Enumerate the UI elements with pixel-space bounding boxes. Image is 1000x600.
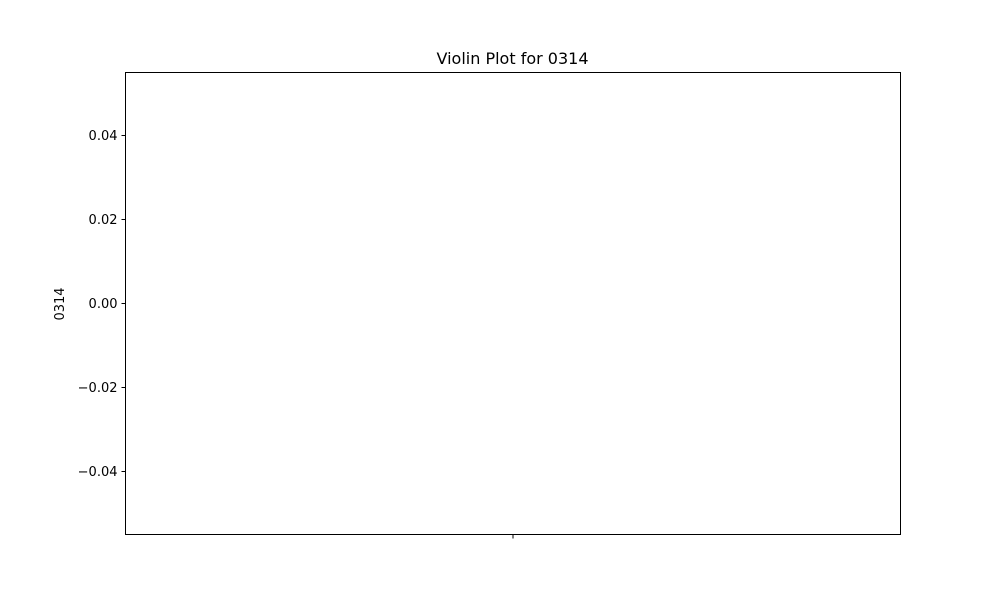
y-tick-label: 0.02 — [89, 213, 118, 228]
y-tick-label: −0.04 — [78, 465, 118, 480]
chart-title: Violin Plot for 0314 — [437, 49, 589, 68]
plot-area-frame — [125, 72, 901, 535]
y-tick-label: −0.02 — [78, 381, 118, 396]
y-tick-label: 0.00 — [89, 297, 118, 312]
y-axis-ticks: −0.04 −0.02 0.00 0.02 0.04 — [78, 129, 126, 480]
y-tick-label: 0.04 — [89, 129, 118, 144]
y-axis-label: 0314 — [53, 287, 68, 320]
